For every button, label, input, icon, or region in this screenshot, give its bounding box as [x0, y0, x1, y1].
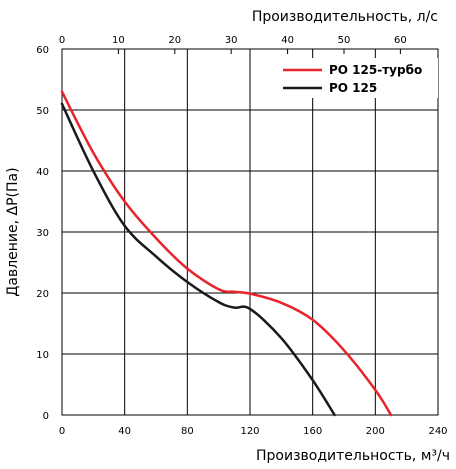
x-tick-label-bottom: 240: [428, 426, 447, 437]
x-tick-label-bottom: 200: [366, 426, 385, 437]
series-line-po125-turbo: [60, 90, 393, 417]
series-line-po125: [60, 102, 336, 417]
legend-label-po125: РО 125: [329, 81, 377, 95]
y-tick-label: 0: [43, 411, 49, 422]
x-tick-label-bottom: 120: [240, 426, 259, 437]
x-tick-label-bottom: 40: [118, 426, 131, 437]
x-tick-label-top: 20: [168, 35, 181, 46]
y-tick-label: 10: [36, 350, 49, 361]
legend-label-po125-turbo: РО 125-турбо: [329, 63, 422, 77]
tick-labels: 0 40 80 120 160 200 240 0 10 20 30 40 50 60 0 10 20 30 40 5…: [36, 35, 447, 437]
x-tick-label-top: 60: [394, 35, 407, 46]
x-tick-label-bottom: 160: [303, 426, 322, 437]
legend-box: [278, 58, 438, 98]
x-tick-label-top: 50: [338, 35, 351, 46]
x-axis-top-title: Производительность, л/с: [252, 9, 438, 25]
x-axis-bottom-title: Производительность, м³/ч: [256, 448, 450, 464]
x-tick-label-top: 40: [281, 35, 294, 46]
y-tick-label: 20: [36, 289, 49, 300]
x-tick-label-top: 10: [112, 35, 125, 46]
y-tick-label: 50: [36, 106, 49, 117]
x-tick-label-bottom: 80: [181, 426, 194, 437]
y-axis-title: Давление, ΔР(Па): [5, 167, 21, 296]
y-tick-label: 60: [36, 45, 49, 56]
legend: РО 125-турбо РО 125: [278, 58, 438, 98]
y-tick-label: 40: [36, 167, 49, 178]
x-tick-label-top: 0: [59, 35, 65, 46]
series-layer: [60, 90, 393, 417]
x-tick-label-top: 30: [225, 35, 238, 46]
grid: [62, 49, 438, 415]
x-tick-label-bottom: 0: [59, 426, 65, 437]
y-tick-label: 30: [36, 228, 49, 239]
